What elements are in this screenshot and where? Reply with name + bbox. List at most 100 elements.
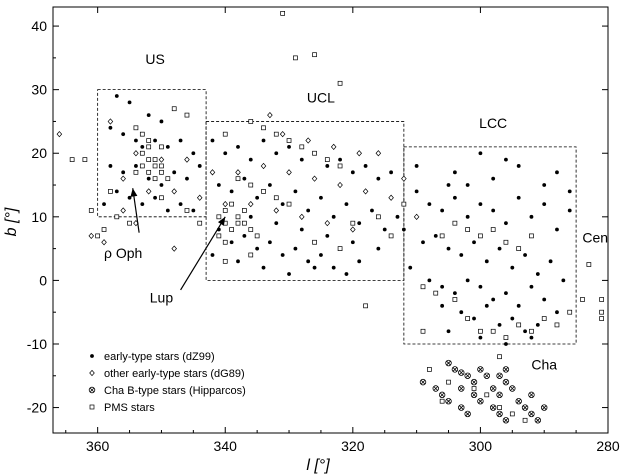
point-early-type <box>504 157 508 162</box>
point-other-early-type <box>89 369 95 377</box>
point-early-type <box>542 297 547 302</box>
point-early-type <box>452 170 457 175</box>
point-early-type <box>140 144 145 149</box>
point-other-early-type <box>88 232 95 240</box>
point-cha-b-type <box>496 391 503 399</box>
point-cha-b-type <box>502 417 510 424</box>
point-cha-b-type-cross <box>458 405 464 410</box>
point-pms <box>599 316 604 321</box>
point-cha-b-type-cross <box>497 392 502 398</box>
point-other-early-type <box>279 131 286 138</box>
point-early-type <box>159 119 164 124</box>
point-early-type <box>299 227 304 232</box>
y-tick-label: 10 <box>31 209 47 225</box>
point-early-type <box>491 176 496 181</box>
point-pms <box>261 189 266 194</box>
point-early-type <box>331 214 336 219</box>
point-pms <box>133 169 139 175</box>
point-pms <box>171 106 177 112</box>
point-pms <box>286 138 292 143</box>
point-other-early-type <box>120 207 126 214</box>
point-pms <box>522 417 528 423</box>
point-early-type <box>421 240 425 245</box>
point-cha-b-type-cross <box>497 411 502 417</box>
point-early-type <box>465 183 470 187</box>
point-early-type <box>280 202 285 207</box>
point-other-early-type <box>273 207 280 214</box>
point-cha-b-type-cross <box>446 398 451 404</box>
legend-entry-label: PMS stars <box>104 402 155 414</box>
point-pms <box>235 214 241 220</box>
point-cha-b-type-cross <box>471 379 477 385</box>
point-early-type <box>561 278 566 283</box>
point-early-type <box>567 208 572 213</box>
point-other-early-type <box>375 150 382 157</box>
point-early-type <box>504 291 508 296</box>
point-early-type <box>446 183 451 187</box>
y-tick-label: 20 <box>31 145 47 161</box>
point-early-type <box>261 138 266 143</box>
point-early-type <box>216 183 221 187</box>
point-pms <box>375 214 381 220</box>
point-cha-b-type <box>464 372 471 379</box>
x-tick-label: 280 <box>596 438 620 454</box>
point-cha-b-type <box>489 404 497 411</box>
point-pms <box>273 131 279 137</box>
point-cha-b-type-cross <box>439 392 445 398</box>
point-other-early-type <box>222 200 229 208</box>
point-cha-b-type-cross <box>522 405 528 410</box>
point-other-early-type <box>196 194 203 201</box>
point-early-type <box>197 164 202 168</box>
point-pms <box>184 112 190 118</box>
point-cha-b-type-cross <box>490 405 496 410</box>
point-early-type <box>127 100 132 105</box>
point-early-type <box>535 323 540 327</box>
data-points <box>56 11 604 424</box>
point-early-type <box>516 164 521 168</box>
point-early-type <box>350 170 355 175</box>
point-early-type <box>567 189 572 194</box>
point-pms <box>312 150 317 156</box>
point-cha-b-type <box>419 378 427 386</box>
point-pms <box>529 328 534 334</box>
point-pms <box>146 157 152 162</box>
point-pms <box>350 220 356 226</box>
point-early-type <box>465 214 470 219</box>
point-early-type <box>287 144 291 149</box>
point-early-type <box>121 132 126 137</box>
point-pms <box>235 220 241 226</box>
point-cha-b-type <box>445 398 452 405</box>
label-oph: ρ Oph <box>104 245 142 261</box>
point-early-type <box>242 233 247 238</box>
point-early-type <box>319 253 323 257</box>
point-pms <box>216 214 222 220</box>
point-cha-b-type <box>445 359 452 367</box>
point-early-type <box>440 284 445 289</box>
point-other-early-type <box>145 188 152 195</box>
point-early-type <box>446 246 451 251</box>
point-early-type <box>357 259 362 264</box>
point-pms <box>88 208 94 213</box>
point-early-type <box>446 329 451 334</box>
point-pms <box>152 176 158 182</box>
point-early-type <box>510 316 515 321</box>
point-pms <box>433 290 439 296</box>
point-pms <box>478 233 483 239</box>
region-box-lcc <box>403 146 577 345</box>
point-pms <box>439 233 445 239</box>
x-tick-label: 320 <box>341 438 365 454</box>
point-pms <box>363 303 368 309</box>
point-early-type <box>134 138 138 143</box>
point-cha-b-type-cross <box>452 367 458 372</box>
point-pms <box>312 239 317 245</box>
point-other-early-type <box>401 175 407 182</box>
point-early-type <box>236 259 240 264</box>
point-cha-b-type-cross <box>458 386 464 391</box>
point-early-type <box>555 227 559 232</box>
point-early-type <box>523 253 527 257</box>
point-pms <box>503 239 509 245</box>
point-early-type <box>153 138 157 143</box>
point-early-type <box>491 208 496 213</box>
point-early-type <box>459 310 464 315</box>
point-other-early-type <box>107 118 114 125</box>
